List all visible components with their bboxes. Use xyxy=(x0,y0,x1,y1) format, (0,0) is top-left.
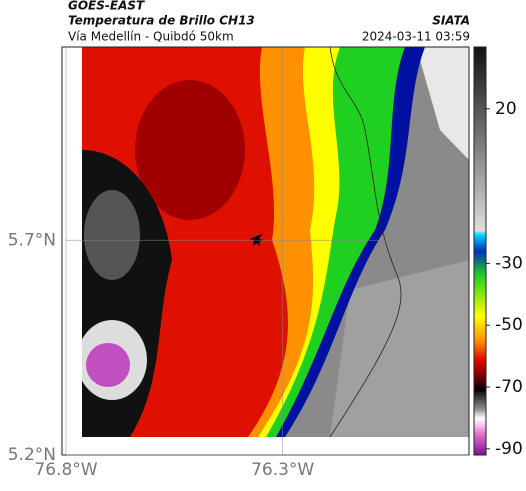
colorbar xyxy=(473,46,487,456)
colorbar-tick-label: 20 xyxy=(495,99,517,119)
source: SIATA xyxy=(432,14,470,28)
x-tick-label: 76.8°W xyxy=(34,460,97,480)
y-tick-label: 5.7°N xyxy=(8,230,56,250)
timestamp: 2024-03-11 03:59 xyxy=(362,30,470,44)
satellite: GOES-EAST xyxy=(68,0,145,13)
satellite-image xyxy=(82,47,469,437)
colorbar-tick-label: -50 xyxy=(495,315,523,335)
colorbar-tick-label: -70 xyxy=(495,377,523,397)
border xyxy=(329,46,402,438)
region: Vía Medellín - Quibdó 50km xyxy=(68,30,234,44)
colorbar-tick-label: -90 xyxy=(495,439,523,459)
y-tick-label: 5.2°N xyxy=(8,445,56,465)
product: Temperatura de Brillo CH13 xyxy=(68,14,255,28)
x-tick-label: 76.3°W xyxy=(251,460,314,480)
colorbar-tick-label: -30 xyxy=(495,253,523,273)
